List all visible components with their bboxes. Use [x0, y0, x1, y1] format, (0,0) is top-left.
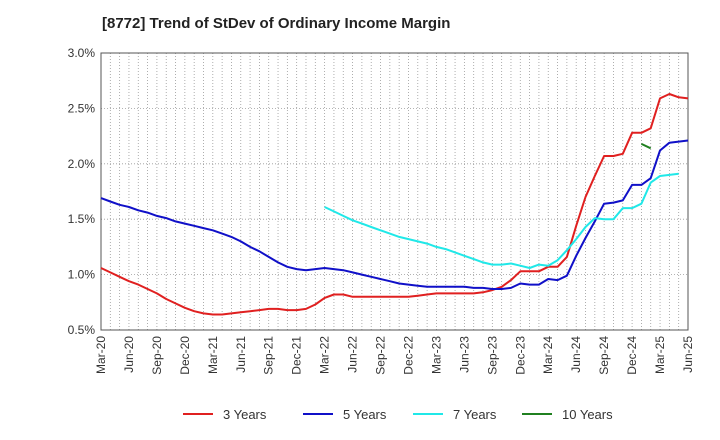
x-tick-label: Sep-22	[374, 336, 388, 375]
x-tick-label: Jun-21	[234, 336, 248, 373]
x-tick-label: Sep-24	[597, 336, 611, 375]
series-line-3-years	[100, 93, 689, 316]
x-tick-label: Sep-23	[485, 336, 499, 375]
x-tick-label: Jun-23	[457, 336, 471, 373]
series-line-7-years	[324, 172, 679, 269]
x-tick-label: Dec-21	[290, 336, 304, 375]
x-tick-label: Sep-21	[262, 336, 276, 375]
x-tick-label: Jun-22	[346, 336, 360, 373]
x-tick-label: Mar-23	[429, 336, 443, 374]
chart-title: [8772] Trend of StDev of Ordinary Income…	[102, 15, 450, 32]
x-tick-label: Dec-22	[401, 336, 415, 375]
legend-label: 5 Years	[343, 407, 387, 422]
chart-series	[100, 93, 689, 316]
y-tick-label: 3.0%	[68, 46, 96, 60]
chart-grid	[101, 52, 688, 331]
series-line-5-years	[100, 139, 689, 290]
x-tick-label: Jun-24	[569, 336, 583, 373]
y-tick-label: 0.5%	[68, 323, 96, 337]
x-tick-label: Jun-20	[122, 336, 136, 373]
y-tick-label: 1.5%	[68, 212, 96, 226]
x-tick-label: Jun-25	[681, 336, 695, 373]
x-tick-label: Mar-20	[94, 336, 108, 374]
x-tick-label: Mar-21	[206, 336, 220, 374]
chart-axes: 0.5% 1.0% 1.5% 2.0% 2.5% 3.0% Mar-20 Jun-20 Sep-…	[68, 46, 695, 375]
plot-area-frame	[100, 52, 689, 331]
x-tick-label: Dec-20	[178, 336, 192, 375]
y-tick-label: 1.0%	[68, 268, 96, 282]
x-tick-label: Sep-20	[150, 336, 164, 375]
x-tick-label: Dec-23	[513, 336, 527, 375]
x-tick-label: Dec-24	[625, 336, 639, 375]
y-tick-label: 2.5%	[68, 101, 96, 115]
series-line-10-years	[640, 142, 652, 150]
y-tick-label: 2.0%	[68, 157, 96, 171]
legend-label: 10 Years	[562, 407, 613, 422]
legend-label: 3 Years	[223, 407, 267, 422]
x-tick-label: Mar-22	[318, 336, 332, 374]
legend-label: 7 Years	[453, 407, 497, 422]
chart-legend: 3 Years 5 Years 7 Years 10 Years	[183, 407, 613, 422]
x-tick-label: Mar-24	[541, 336, 555, 374]
x-tick-label: Mar-25	[653, 336, 667, 374]
